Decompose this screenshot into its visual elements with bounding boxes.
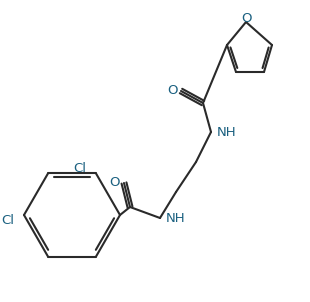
Text: Cl: Cl: [2, 214, 15, 226]
Text: NH: NH: [217, 126, 237, 139]
Text: O: O: [241, 12, 251, 25]
Text: O: O: [110, 176, 120, 189]
Text: NH: NH: [166, 211, 186, 224]
Text: O: O: [167, 85, 177, 98]
Text: Cl: Cl: [73, 162, 86, 175]
